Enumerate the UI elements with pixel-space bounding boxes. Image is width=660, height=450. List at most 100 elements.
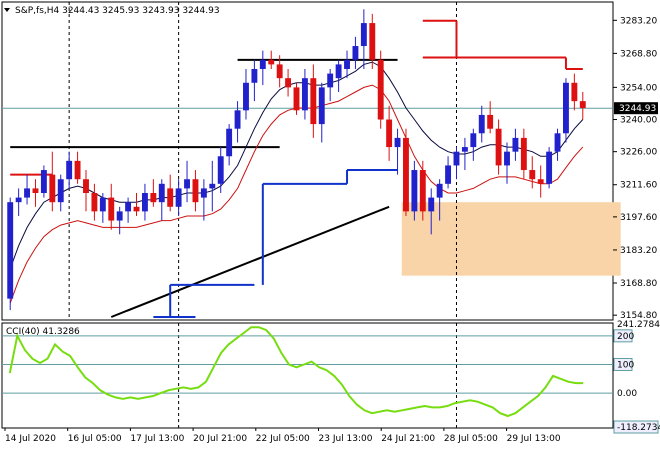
price-tick-label: 3183.20 xyxy=(620,246,657,256)
candle-body[interactable] xyxy=(209,183,216,189)
candle-body[interactable] xyxy=(133,206,140,212)
candle-body[interactable] xyxy=(352,46,359,60)
candle-body[interactable] xyxy=(276,64,283,79)
price-tick-label: 3240.00 xyxy=(620,116,657,126)
candle-body[interactable] xyxy=(453,151,460,166)
candle-body[interactable] xyxy=(394,137,401,148)
candle-body[interactable] xyxy=(386,119,393,148)
candle-body[interactable] xyxy=(40,170,47,193)
candle-body[interactable] xyxy=(268,59,275,65)
candle-body[interactable] xyxy=(504,151,510,166)
candle-body[interactable] xyxy=(74,160,81,180)
candle-body[interactable] xyxy=(563,82,569,134)
time-tick-label: 20 Jul 21:00 xyxy=(193,434,247,444)
candle-body[interactable] xyxy=(436,183,443,198)
price-tick-label: 3226.00 xyxy=(620,148,657,158)
candle-body[interactable] xyxy=(293,87,300,111)
time-tick-label: 16 Jul 05:00 xyxy=(68,434,122,444)
candle-body[interactable] xyxy=(478,114,485,134)
candle-body[interactable] xyxy=(369,23,376,60)
candle-body[interactable] xyxy=(546,151,553,184)
price-tick-label: 3283.20 xyxy=(620,16,657,26)
candle-body[interactable] xyxy=(200,188,207,198)
candle-body[interactable] xyxy=(537,179,544,184)
time-tick-label: 22 Jul 05:00 xyxy=(256,434,310,444)
candle-body[interactable] xyxy=(377,59,384,120)
price-tick-label: 3211.60 xyxy=(620,181,657,191)
time-tick-label: 17 Jul 13:00 xyxy=(130,434,184,444)
candle-body[interactable] xyxy=(318,87,325,125)
cci-level-tag xyxy=(613,329,633,343)
candle-body[interactable] xyxy=(226,128,233,157)
candle-body[interactable] xyxy=(487,114,494,129)
candle-body[interactable] xyxy=(83,179,89,193)
candle-body[interactable] xyxy=(234,110,241,129)
time-tick-label: 23 Jul 13:00 xyxy=(319,434,373,444)
candle-body[interactable] xyxy=(428,197,435,212)
indicator-label: CCI(40) 41.3286 xyxy=(6,327,80,337)
candle-body[interactable] xyxy=(24,188,30,198)
cci-tick-label: 100 xyxy=(617,360,634,370)
candle-body[interactable] xyxy=(167,188,174,207)
candle-body[interactable] xyxy=(310,78,317,125)
candle-body[interactable] xyxy=(125,202,132,212)
candle-body[interactable] xyxy=(243,82,249,111)
candle-body[interactable] xyxy=(512,137,519,152)
candle-body[interactable] xyxy=(175,188,182,207)
candle-body[interactable] xyxy=(108,197,115,221)
candle-body[interactable] xyxy=(217,156,224,184)
candle-body[interactable] xyxy=(285,78,292,88)
cci-level-tag xyxy=(613,420,659,434)
cci-tick-label: 200 xyxy=(617,332,634,342)
candle-body[interactable] xyxy=(259,59,266,69)
cci-pane[interactable]: 241.2784 200 100 0.00 -118.2734 xyxy=(1,320,660,434)
dropdown-triangle-icon[interactable] xyxy=(4,8,10,12)
cci-level-tag xyxy=(613,357,633,371)
trendline[interactable] xyxy=(110,205,390,318)
candle-body[interactable] xyxy=(411,170,418,212)
price-tick-label: 3154.80 xyxy=(620,311,657,321)
candle-body[interactable] xyxy=(554,133,561,152)
candle-body[interactable] xyxy=(141,193,148,212)
candle-body[interactable] xyxy=(327,73,334,88)
candle-body[interactable] xyxy=(571,82,578,102)
candle-body[interactable] xyxy=(150,193,157,203)
candle-body[interactable] xyxy=(335,64,342,79)
candle-body[interactable] xyxy=(49,174,56,203)
candle-body[interactable] xyxy=(445,165,452,184)
candle-body[interactable] xyxy=(520,137,527,171)
time-axis: 14 Jul 2020 16 Jul 05:00 17 Jul 13:00 20 Ju… xyxy=(2,427,613,444)
candle-body[interactable] xyxy=(529,170,536,180)
candle-body[interactable] xyxy=(184,179,190,189)
current-price-tag xyxy=(614,102,658,115)
candle-body[interactable] xyxy=(7,202,14,299)
candle-body[interactable] xyxy=(344,59,350,69)
candle-body[interactable] xyxy=(57,179,64,203)
time-tick-label: 28 Jul 05:00 xyxy=(444,434,498,444)
candle-body[interactable] xyxy=(495,128,502,166)
candle-body[interactable] xyxy=(192,179,199,203)
candle-body[interactable] xyxy=(461,147,468,152)
candle-body[interactable] xyxy=(251,69,258,83)
cci-tick-label: 0.00 xyxy=(617,389,637,399)
candle-body[interactable] xyxy=(403,137,409,212)
candle-body[interactable] xyxy=(360,23,367,47)
cci-pane-frame xyxy=(1,322,614,429)
price-pane[interactable]: 3283.20 3268.80 3254.00 3240.00 3226.00 3211.… xyxy=(1,1,658,321)
candle-body[interactable] xyxy=(579,101,586,109)
symbol-info: S&P,fs,H4 3244.43 3245.93 3243.93 3244.9… xyxy=(15,6,220,16)
candle-body[interactable] xyxy=(32,188,39,193)
candle-body[interactable] xyxy=(66,160,73,180)
candle-body[interactable] xyxy=(158,183,165,203)
candle-body[interactable] xyxy=(15,197,22,203)
price-tick-label: 3268.80 xyxy=(620,49,657,59)
time-tick-label: 24 Jul 21:00 xyxy=(381,434,435,444)
candle-body[interactable] xyxy=(116,211,123,221)
candle-body[interactable] xyxy=(301,78,308,111)
candle-body[interactable] xyxy=(99,197,106,212)
candle-body[interactable] xyxy=(419,170,426,212)
candle-body[interactable] xyxy=(91,193,98,212)
candle-body[interactable] xyxy=(470,133,477,148)
time-tick-label: 14 Jul 2020 xyxy=(5,434,56,444)
